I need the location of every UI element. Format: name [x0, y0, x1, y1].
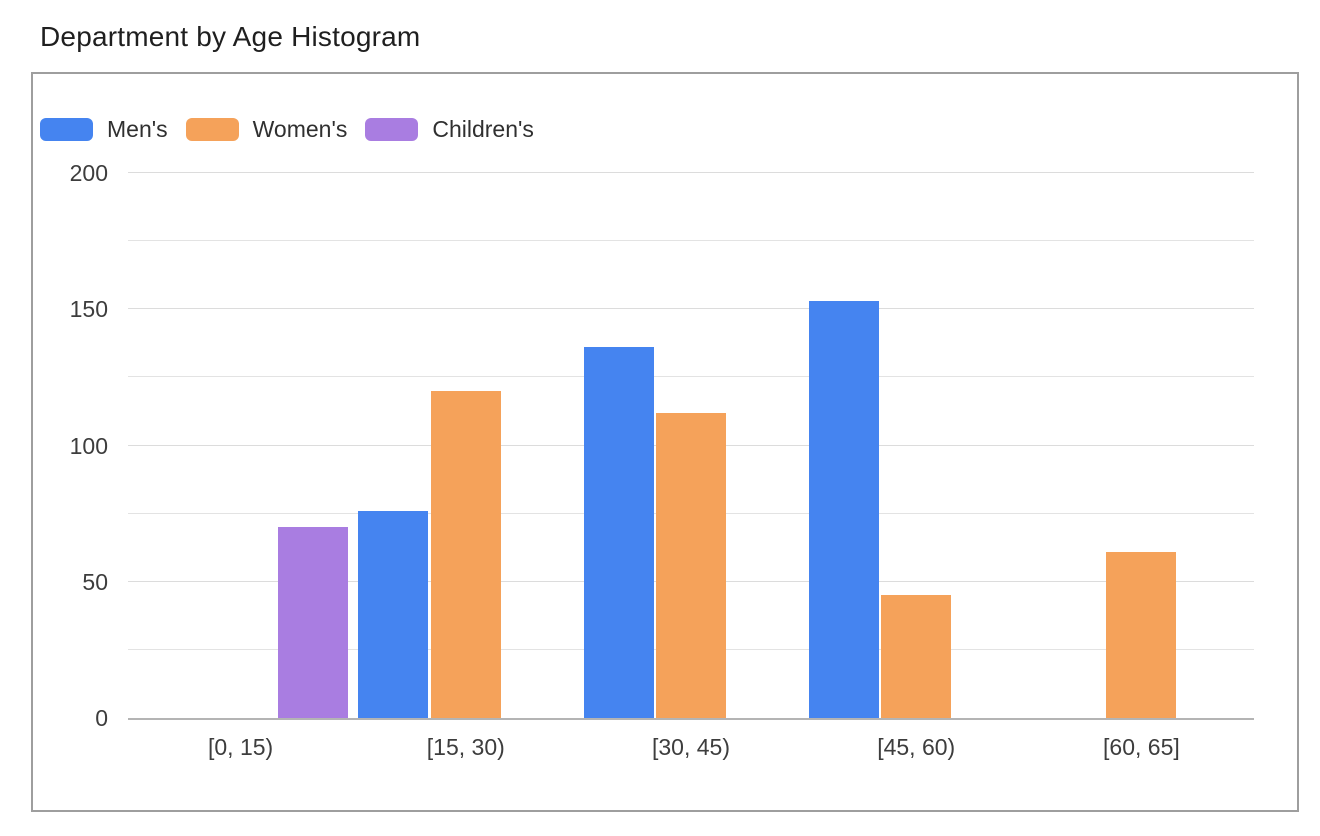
chart-card: Men's Women's Children's 0 50 100 150 200 [0, 1… [31, 72, 1299, 812]
legend-item-womens[interactable]: Women's [185, 116, 348, 143]
chart-title: Department by Age Histogram [40, 21, 421, 52]
legend-swatch-womens [185, 118, 239, 141]
gridline-y-200 [128, 172, 1254, 173]
bar-womens-group3[interactable] [881, 595, 952, 718]
x-axis-category-label: [15, 30) [426, 734, 505, 760]
y-axis-tick-label: 150 [69, 296, 108, 323]
bar-childrens-group0[interactable] [278, 527, 349, 718]
y-axis-tick-label: 50 [82, 568, 108, 595]
legend-item-mens[interactable]: Men's [40, 116, 168, 143]
legend-swatch-mens [40, 118, 93, 141]
legend-item-childrens[interactable]: Children's [365, 116, 534, 143]
y-axis-tick-label: 200 [69, 160, 108, 186]
plot-area [128, 172, 1254, 720]
x-axis-line [128, 718, 1254, 720]
x-axis-category-label: [0, 15) [207, 734, 274, 760]
bar-womens-group2[interactable] [656, 412, 726, 718]
x-axis-category-label: [30, 45) [652, 734, 730, 760]
y-axis-tick-label: 100 [69, 432, 108, 459]
y-axis-tick-label: 0 [95, 705, 108, 731]
x-axis-category-label: [60, 65] [1103, 734, 1180, 760]
legend-label-womens: Women's [252, 116, 348, 142]
gridline-y-175 [128, 240, 1254, 242]
legend-label-childrens: Children's [432, 116, 534, 142]
bar-womens-group1[interactable] [430, 391, 501, 718]
legend-swatch-childrens [365, 118, 419, 141]
bar-mens-group2[interactable] [583, 347, 654, 718]
gridline-y-150 [128, 308, 1254, 310]
bar-mens-group1[interactable] [358, 510, 429, 718]
gridline-y-125 [128, 376, 1254, 378]
bar-womens-group4[interactable] [1106, 551, 1177, 718]
bar-mens-group3[interactable] [808, 301, 879, 718]
chart-legend: Men's Women's Children's [40, 116, 552, 143]
legend-label-mens: Men's [107, 116, 168, 142]
x-axis-category-label: [45, 60) [877, 734, 956, 760]
